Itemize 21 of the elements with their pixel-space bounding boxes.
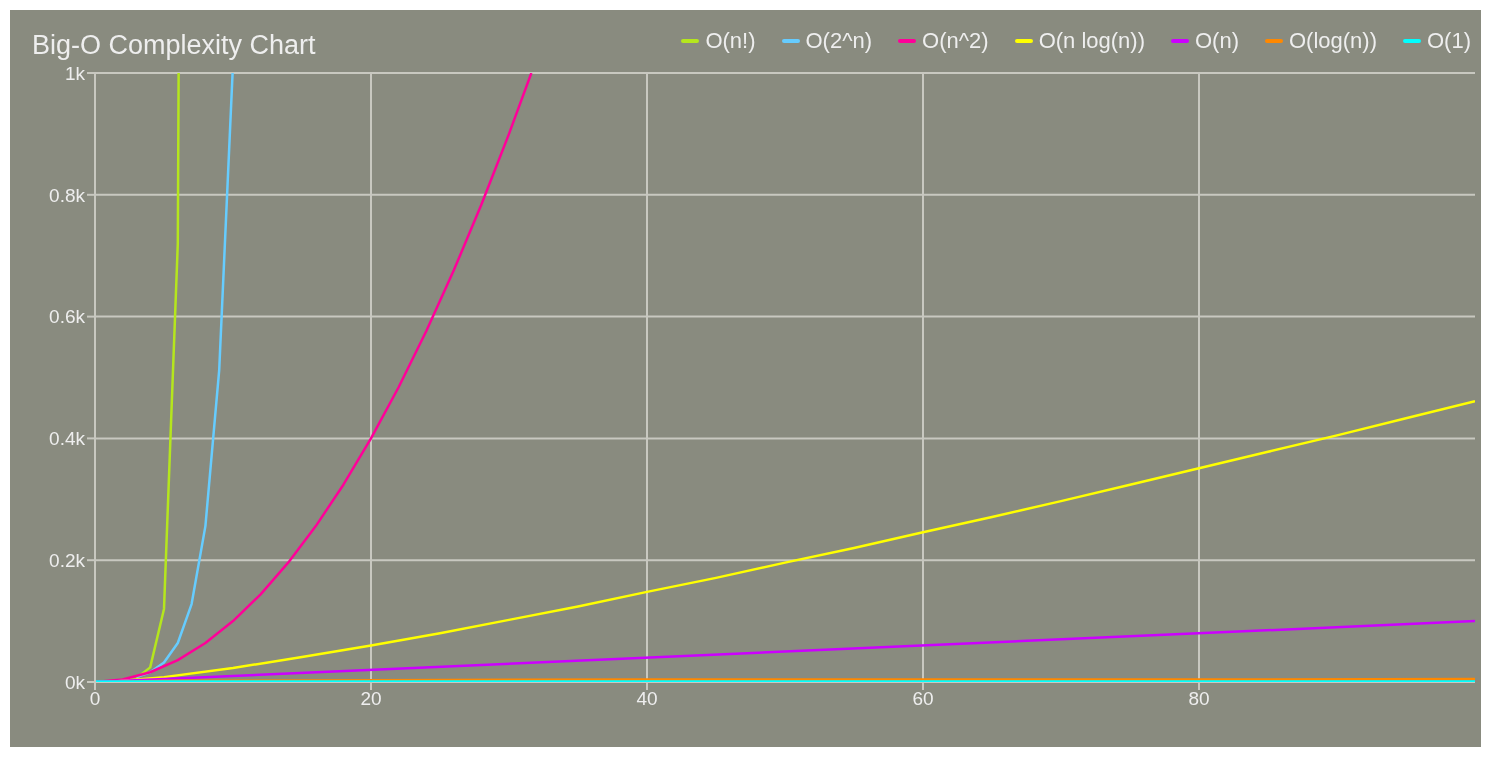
y-tick-label: 1k	[64, 62, 86, 84]
legend-label: O(n)	[1194, 28, 1239, 54]
x-tick-label: 60	[912, 688, 934, 710]
x-tick-label: 20	[360, 688, 382, 710]
legend-label: O(n!)	[705, 28, 756, 54]
x-tick-label: 80	[1188, 688, 1210, 710]
legend-label: O(n log(n))	[1038, 28, 1145, 54]
y-tick-label: 0.4k	[49, 428, 86, 450]
legend-label: O(1)	[1427, 28, 1471, 54]
y-tick-label: 0.8k	[49, 184, 86, 206]
x-tick-label: 0	[89, 688, 101, 710]
y-tick-label: 0.6k	[49, 306, 86, 328]
line-series	[135, 73, 234, 679]
legend-label: O(2^n)	[805, 28, 873, 54]
y-tick-label: 0.2k	[49, 549, 86, 571]
legend-label: O(log(n))	[1288, 28, 1377, 54]
y-tick-label: 0k	[64, 671, 86, 693]
chart-title: Big-O Complexity Chart	[32, 30, 316, 61]
line-series	[135, 73, 180, 680]
legend-label: O(n^2)	[922, 28, 989, 54]
x-tick-label: 40	[636, 688, 658, 710]
